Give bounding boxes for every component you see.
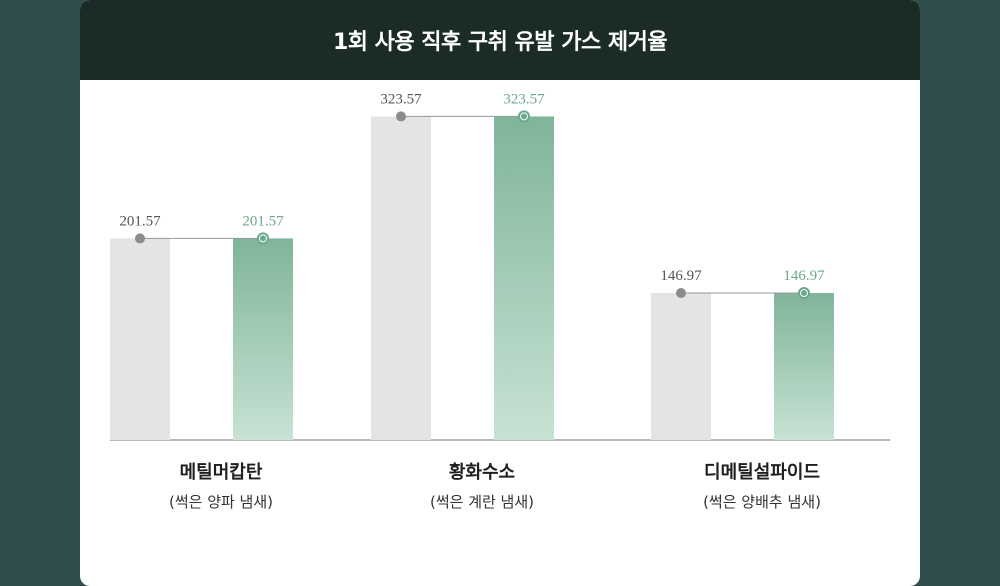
chart-card: 1회 사용 직후 구취 유발 가스 제거율 201.57 201.57 메틸머캅탄 (… [80, 0, 920, 586]
bar-after [774, 293, 834, 440]
value-label-after: 146.97 [783, 268, 825, 284]
value-label-after: 323.57 [503, 91, 545, 107]
bar-before [371, 116, 431, 441]
marker-after-dot [260, 235, 266, 242]
value-label-before: 323.57 [380, 91, 422, 107]
chart-header: 1회 사용 직후 구취 유발 가스 제거율 [80, 0, 920, 80]
value-label-before: 201.57 [119, 213, 161, 229]
category-label: 디메틸설파이드 [704, 462, 820, 483]
marker-before [396, 111, 406, 122]
marker-after-dot [521, 113, 527, 120]
category-sublabel: (썩은 양배추 냄새) [703, 493, 821, 511]
marker-before [135, 233, 145, 244]
bar-after [233, 238, 293, 440]
marker-after-dot [801, 290, 807, 297]
value-label-after: 201.57 [242, 213, 284, 229]
bar-before [651, 293, 711, 440]
bar-before [110, 238, 170, 440]
value-label-before: 146.97 [660, 268, 702, 284]
bar-after [494, 116, 554, 441]
category-sublabel: (썩은 계란 냄새) [430, 493, 534, 511]
category-sublabel: (썩은 양파 냄새) [169, 493, 273, 511]
bar-chart: 201.57 201.57 메틸머캅탄 (썩은 양파 냄새) 323.57 323.57 황… [110, 91, 890, 511]
chart-title: 1회 사용 직후 구취 유발 가스 제거율 [332, 30, 668, 55]
category-label: 메틸머캅탄 [180, 462, 263, 483]
category-label: 황화수소 [449, 462, 515, 483]
marker-before [676, 288, 686, 299]
